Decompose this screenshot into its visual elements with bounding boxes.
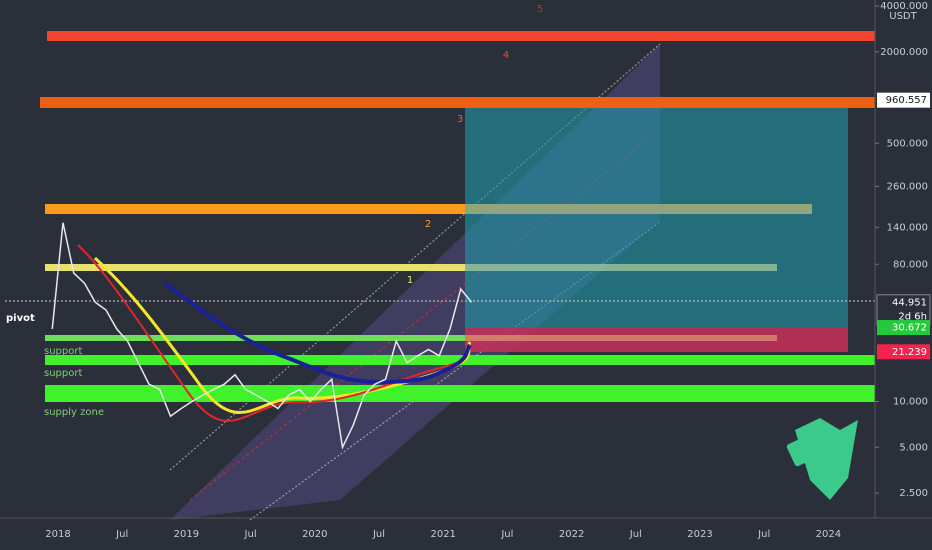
band: [465, 335, 777, 341]
price-badge-label: 30.672: [892, 323, 927, 334]
price-tick-label: 500.000: [887, 138, 928, 149]
time-label: 2020: [302, 529, 327, 540]
wave-label: 3: [457, 114, 463, 125]
price-tick-label: 10.000: [893, 397, 928, 408]
price-badge-label: 960.557: [886, 95, 927, 106]
price-tick-label: 260.000: [887, 181, 928, 192]
price-badge: [876, 294, 931, 326]
price-tick-label: 5.000: [899, 442, 928, 453]
band: [45, 335, 465, 341]
wave-label: 5: [537, 4, 543, 15]
price-badge-label: 21.239: [892, 347, 927, 358]
band: [465, 264, 777, 271]
price-tick-label: 4000.000: [880, 1, 928, 12]
price-tick-label: 140.000: [887, 222, 928, 233]
band: [40, 97, 875, 108]
ma-navy: [163, 281, 472, 385]
price-unit: USDT: [889, 11, 917, 22]
zone-label: supply zone: [44, 407, 104, 418]
time-label: 2024: [816, 529, 841, 540]
time-label: Jul: [372, 529, 385, 540]
channel-line: [249, 221, 661, 521]
band: [45, 264, 465, 271]
price-badge: [877, 320, 930, 336]
time-label: 2021: [430, 529, 455, 540]
wave-label: 2: [425, 219, 431, 230]
band: [465, 204, 812, 214]
time-label: 2019: [174, 529, 199, 540]
price-badge-sub: 2d 6h: [898, 311, 927, 322]
price-badge: [877, 344, 930, 360]
time-label: 2022: [559, 529, 584, 540]
price-tick-label: 2000.000: [880, 47, 928, 58]
time-label: Jul: [757, 529, 770, 540]
wave-label: 4: [503, 50, 509, 61]
price-line: [51, 222, 473, 450]
time-label: Jul: [629, 529, 642, 540]
band: [47, 31, 875, 41]
price-tick-label: 80.000: [893, 259, 928, 270]
price-axis: [875, 0, 932, 550]
pivot-label: pivot: [6, 313, 35, 324]
time-label: Jul: [500, 529, 513, 540]
time-label: 2023: [687, 529, 712, 540]
zone-label: support: [44, 368, 82, 379]
band: [45, 385, 875, 402]
band: [45, 204, 465, 214]
wave-label: 1: [407, 275, 413, 286]
zone-label: support: [44, 346, 82, 357]
time-label: Jul: [244, 529, 257, 540]
ma-red: [77, 244, 469, 422]
price-tick-label: 2.500: [899, 488, 928, 499]
price-badge: [877, 92, 930, 108]
price-badge-label: 44.951: [892, 297, 927, 308]
thumbs-up-icon: [786, 418, 858, 500]
time-label: Jul: [115, 529, 128, 540]
time-label: 2018: [45, 529, 70, 540]
